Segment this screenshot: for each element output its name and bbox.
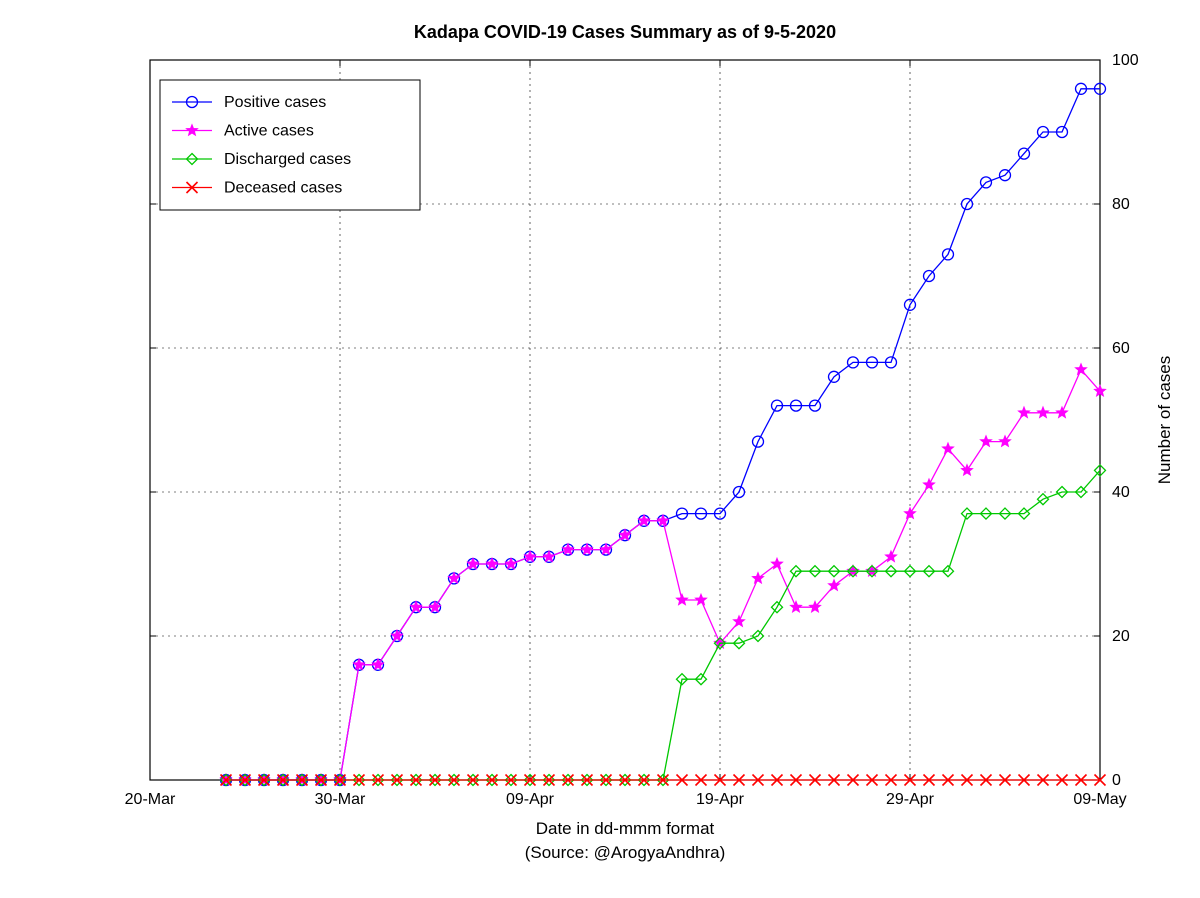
x-tick-label: 30-Mar bbox=[315, 791, 366, 808]
legend-label: Active cases bbox=[224, 123, 314, 140]
x-axis-label: Date in dd-mmm format bbox=[536, 819, 715, 838]
y-tick-label: 60 bbox=[1112, 340, 1130, 357]
y-tick-label: 0 bbox=[1112, 772, 1121, 789]
x-tick-label: 09-Apr bbox=[506, 791, 555, 808]
x-axis-sublabel: (Source: @ArogyaAndhra) bbox=[525, 843, 726, 862]
legend-label: Positive cases bbox=[224, 94, 326, 111]
legend-label: Deceased cases bbox=[224, 180, 342, 197]
legend: Positive cases Active cases Discharged cas… bbox=[160, 80, 420, 210]
y-axis-label: Number of cases bbox=[1155, 356, 1174, 485]
x-tick-label: 20-Mar bbox=[125, 791, 176, 808]
x-tick-label: 19-Apr bbox=[696, 791, 745, 808]
y-tick-label: 40 bbox=[1112, 484, 1130, 501]
x-tick-label: 09-May bbox=[1073, 791, 1126, 808]
y-tick-label: 20 bbox=[1112, 628, 1130, 645]
x-tick-label: 29-Apr bbox=[886, 791, 935, 808]
y-tick-label: 80 bbox=[1112, 196, 1130, 213]
y-tick-label: 100 bbox=[1112, 52, 1139, 69]
chart-container: 20-Mar 30-Mar 09-Apr 19-Apr 29-Apr 09-May 0 20 4… bbox=[0, 0, 1200, 898]
chart-title: Kadapa COVID-19 Cases Summary as of 9-5-… bbox=[414, 22, 836, 42]
line-chart: 20-Mar 30-Mar 09-Apr 19-Apr 29-Apr 09-May 0 20 4… bbox=[0, 0, 1200, 898]
legend-label: Discharged cases bbox=[224, 151, 351, 168]
